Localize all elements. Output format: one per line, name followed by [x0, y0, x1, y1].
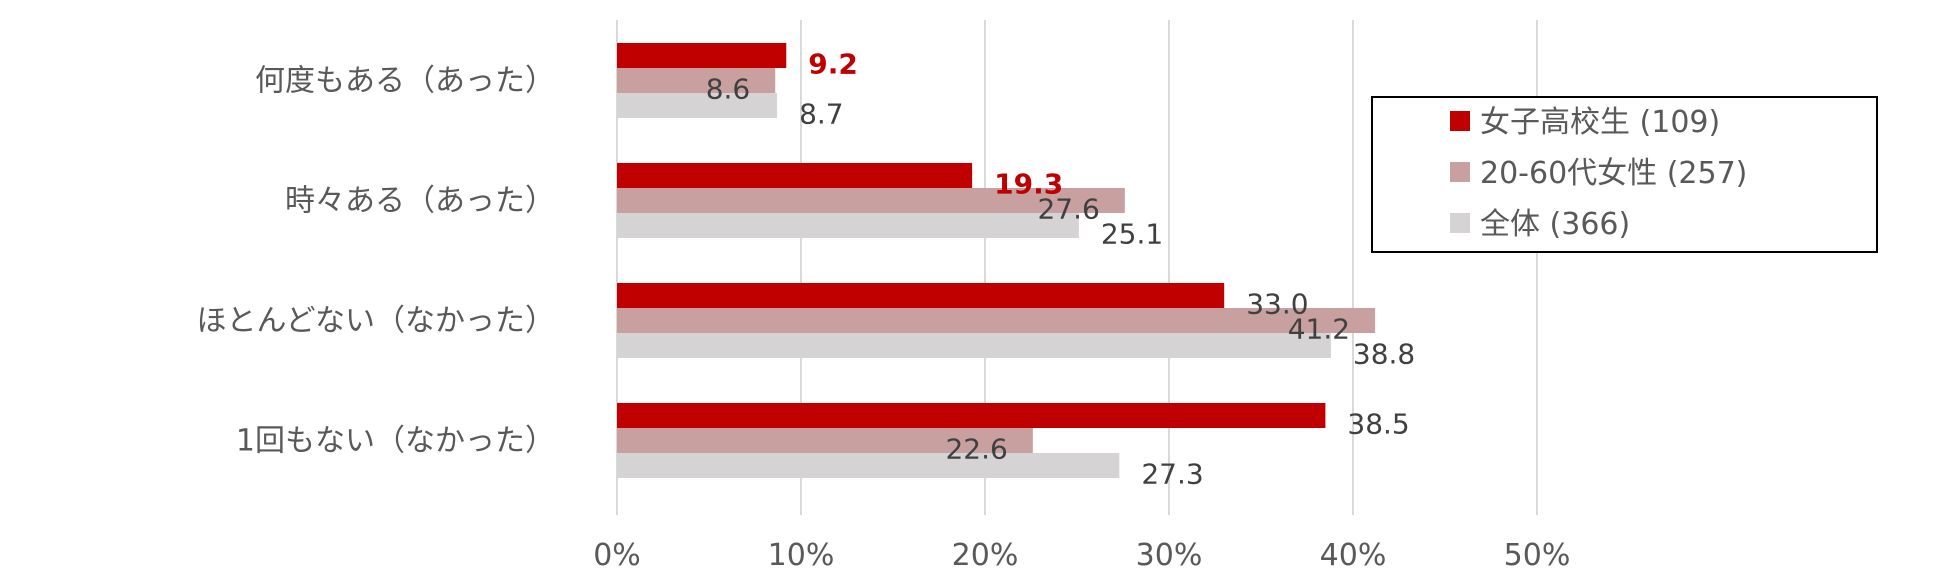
legend-entry: 20-60代女性 (257) — [1480, 156, 1747, 191]
x-axis-ticks: 0% 10% 20% 30% 40% 50% — [593, 538, 1570, 573]
category-label: ほとんどない（なかった） — [197, 304, 556, 339]
x-tick-label: 50% — [1504, 538, 1571, 573]
x-tick-label: 20% — [952, 538, 1019, 573]
category-labels: 何度もある（あった） 時々ある（あった） ほとんどない（なかった） 1回もない（なかっ… — [197, 64, 556, 459]
category-label: 何度もある（あった） — [255, 64, 555, 99]
legend-swatch — [1450, 111, 1470, 131]
x-tick-label: 40% — [1320, 538, 1387, 573]
bar — [617, 163, 973, 188]
data-label: 25.1 — [1101, 218, 1163, 251]
bar — [617, 428, 1033, 453]
data-label: 38.5 — [1347, 408, 1409, 441]
x-tick-label: 30% — [1136, 538, 1203, 573]
bar — [617, 283, 1225, 308]
data-label: 8.6 — [706, 73, 751, 106]
data-label: 41.2 — [1288, 313, 1350, 346]
x-tick-label: 0% — [593, 538, 641, 573]
bar — [617, 403, 1326, 428]
category-label: 1回もない（なかった） — [236, 424, 555, 459]
bar — [617, 213, 1079, 238]
legend-entry: 全体 (366) — [1480, 207, 1630, 242]
legend-swatch — [1450, 213, 1470, 233]
bar — [617, 43, 787, 68]
data-label: 19.3 — [994, 168, 1063, 201]
data-label: 27.3 — [1141, 458, 1203, 491]
bar — [617, 308, 1376, 333]
bar — [617, 453, 1120, 478]
data-labels: 9.2 8.6 8.7 19.327.625.1 33.041.238.8 38.5 22.… — [706, 48, 1416, 491]
legend: 女子高校生 (109) 20-60代女性 (257) 全体 (366) — [1371, 96, 1878, 253]
data-label: 22.6 — [945, 433, 1007, 466]
bar — [617, 333, 1331, 358]
legend-swatch — [1450, 162, 1470, 182]
data-label: 38.8 — [1353, 338, 1415, 371]
category-label: 時々ある（あった） — [285, 184, 555, 219]
bar — [617, 68, 776, 93]
x-tick-label: 10% — [768, 538, 835, 573]
bar — [617, 188, 1125, 213]
data-label: 9.2 — [808, 48, 858, 81]
legend-entry: 女子高校生 (109) — [1480, 105, 1720, 140]
data-label: 27.6 — [1037, 193, 1099, 226]
data-label: 33.0 — [1246, 288, 1308, 321]
bar — [617, 93, 778, 118]
bars — [617, 43, 1376, 478]
data-label: 8.7 — [799, 98, 844, 131]
